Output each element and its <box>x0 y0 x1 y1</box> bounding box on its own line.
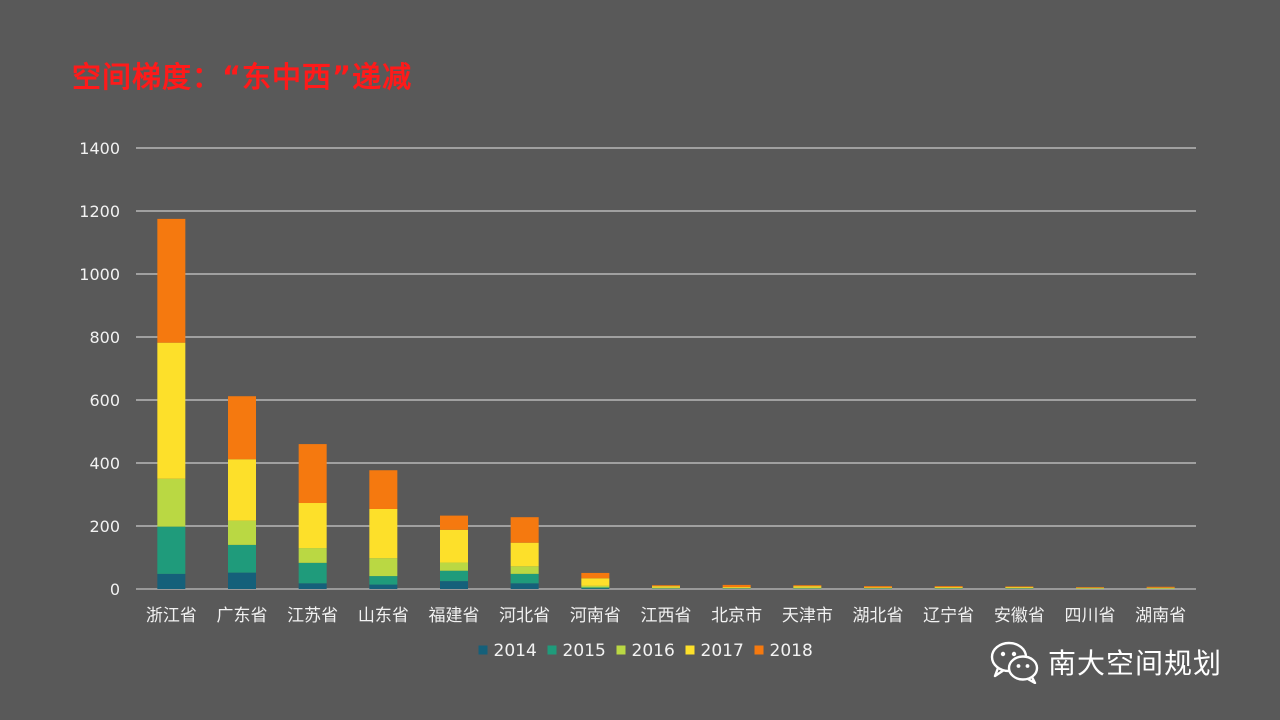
bar-segment <box>1076 587 1104 588</box>
bar-segment <box>228 520 256 545</box>
bar-segment <box>369 508 398 559</box>
legend-swatch <box>478 645 488 655</box>
y-tick-label: 1200 <box>79 202 120 221</box>
bar-segment <box>157 218 186 343</box>
bar-segment <box>1146 586 1175 588</box>
bar-segment <box>298 562 327 584</box>
y-tick-label: 800 <box>89 328 120 347</box>
watermark: 南大空间规划 <box>990 640 1222 684</box>
bar-segment <box>581 587 610 589</box>
y-tick-label: 1400 <box>79 139 120 158</box>
bar-segment <box>369 558 398 577</box>
bar-segment <box>722 584 751 588</box>
x-tick-label: 辽宁省 <box>923 606 974 626</box>
y-tick-label: 400 <box>89 454 120 473</box>
x-tick-label: 天津市 <box>782 606 833 626</box>
bar-segment <box>228 396 256 460</box>
bar-segment <box>652 587 680 589</box>
bar-segment <box>934 586 963 588</box>
bar-segment <box>369 576 398 585</box>
legend-label: 2015 <box>563 641 606 661</box>
x-tick-label: 江苏省 <box>287 606 338 626</box>
bar-segment <box>934 587 963 589</box>
watermark-text: 南大空间规划 <box>1048 647 1223 680</box>
bar-segment <box>864 586 892 588</box>
legend-label: 2016 <box>632 641 675 661</box>
bar-segment <box>722 587 751 589</box>
bar-segment <box>298 444 327 504</box>
bar-segment <box>298 548 327 563</box>
bar-segment <box>440 581 468 589</box>
x-tick-label: 河南省 <box>570 606 621 626</box>
bar-segment <box>652 585 680 587</box>
bar-segment <box>581 572 610 579</box>
chart-title: 空间梯度：“东中西”递减 <box>72 60 413 94</box>
bar-segment <box>510 573 539 584</box>
legend-label: 2017 <box>701 641 744 661</box>
bar-segment <box>440 515 468 530</box>
bar-segment <box>157 526 186 574</box>
bar-segment <box>298 503 327 549</box>
bar-segment <box>793 586 822 588</box>
bar-segment <box>228 459 256 521</box>
bar-segment <box>440 562 468 571</box>
bars <box>157 218 1175 589</box>
x-tick-label: 安徽省 <box>994 606 1045 626</box>
x-tick-label: 北京市 <box>711 606 762 626</box>
bar-segment <box>1076 587 1104 589</box>
bar-segment <box>298 583 327 589</box>
bar-segment <box>440 570 468 582</box>
bar-segment <box>228 572 256 589</box>
legend-swatch <box>754 645 764 655</box>
x-tick-label: 福建省 <box>429 606 480 626</box>
x-tick-label: 河北省 <box>499 606 550 626</box>
bar-segment <box>581 578 610 586</box>
bar-segment <box>510 517 539 543</box>
bar-segment <box>157 573 186 589</box>
y-tick-label: 600 <box>89 391 120 410</box>
bar-segment <box>793 587 822 589</box>
grid-lines <box>136 147 1196 590</box>
bar-segment <box>440 529 468 563</box>
y-tick-label: 1000 <box>79 265 120 284</box>
x-tick-label: 湖南省 <box>1135 606 1186 626</box>
bar-segment <box>1146 587 1175 589</box>
legend-label: 2018 <box>770 641 813 661</box>
bar-segment <box>157 342 186 479</box>
x-tick-label: 山东省 <box>358 606 409 626</box>
bar-segment <box>510 583 539 589</box>
bar-segment <box>369 470 398 509</box>
bar-segment <box>581 588 610 589</box>
x-tick-label: 广东省 <box>217 606 268 626</box>
y-tick-label: 200 <box>89 517 120 536</box>
bar-segment <box>652 586 680 588</box>
bar-segment <box>228 544 256 573</box>
legend-label: 2014 <box>494 641 537 661</box>
legend-swatch <box>547 645 557 655</box>
bar-segment <box>157 478 186 527</box>
x-tick-label: 浙江省 <box>146 606 197 626</box>
bar-segment <box>864 587 892 589</box>
y-tick-label: 0 <box>110 580 120 599</box>
bar-segment <box>510 566 539 574</box>
x-tick-label: 江西省 <box>641 606 692 626</box>
x-axis-categories: 浙江省 广东省 江苏省 山东省 福建省 河北省 河南省 江西省 北京市 天津市 湖北省 辽宁省 安徽省四… <box>146 606 1186 626</box>
y-axis-ticks: 0 200 400 600 800 1000 1200 1400 <box>79 139 120 599</box>
wechat-icon <box>990 641 1039 684</box>
x-tick-label: 四川省 <box>1065 606 1116 626</box>
bar-segment <box>510 542 539 567</box>
x-tick-label: 湖北省 <box>853 606 904 626</box>
bar-segment <box>1005 587 1034 589</box>
bar-segment <box>369 584 398 589</box>
legend: 2014 2015 2016 2017 2018 <box>478 641 813 661</box>
legend-swatch <box>616 645 626 655</box>
bar-segment <box>793 585 822 587</box>
bar-segment <box>581 585 610 588</box>
bar-segment <box>1005 586 1034 588</box>
legend-swatch <box>685 645 695 655</box>
